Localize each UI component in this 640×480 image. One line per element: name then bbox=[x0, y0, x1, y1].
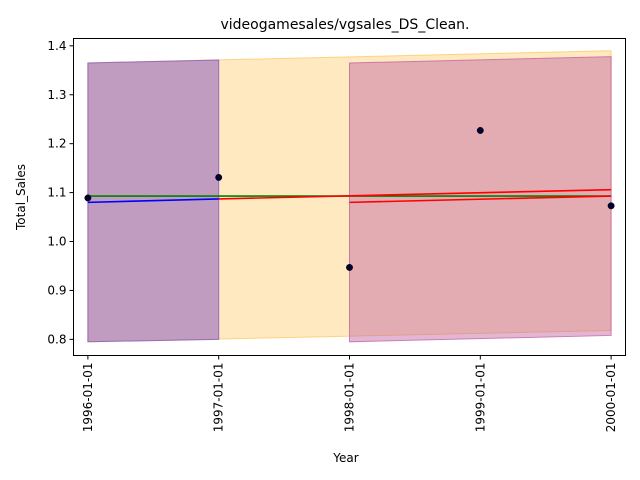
x-axis-label: Year bbox=[332, 451, 358, 465]
x-tick-label-2: 1998-01-01 bbox=[343, 363, 357, 433]
x-tick-label-4: 2000-01-01 bbox=[604, 363, 618, 433]
x-axis: 1996-01-01 1997-01-01 1998-01-01 1999-01-01… bbox=[81, 355, 618, 433]
data-point-3 bbox=[476, 127, 484, 134]
y-tick-label-5: 1.3 bbox=[47, 88, 66, 102]
data-point-0 bbox=[84, 194, 92, 202]
data-point-2 bbox=[346, 263, 353, 271]
chart-title: videogamesales/vgsales_DS_Clean. bbox=[220, 17, 469, 33]
y-tick-label-3: 1.1 bbox=[47, 186, 66, 200]
y-tick-label-6: 1.4 bbox=[47, 39, 66, 53]
y-tick-label-2: 1.0 bbox=[47, 235, 66, 249]
trend-line-2 bbox=[218, 188, 612, 200]
data-point-4 bbox=[607, 202, 615, 210]
plot-area bbox=[84, 50, 615, 343]
data-point-1 bbox=[215, 173, 223, 181]
x-tick-label-1: 1997-01-01 bbox=[212, 363, 226, 433]
trend-line-3 bbox=[349, 195, 612, 204]
y-axis-label: Total_Sales bbox=[14, 164, 28, 231]
y-axis: 0.8 0.9 1.0 1.1 1.2 1.3 1.4 bbox=[47, 39, 74, 346]
x-tick-label-3: 1999-01-01 bbox=[473, 363, 487, 433]
y-tick-label-1: 0.9 bbox=[47, 283, 66, 297]
x-tick-label-0: 1996-01-01 bbox=[81, 363, 95, 433]
trend-line-1 bbox=[87, 198, 219, 204]
y-tick-label-0: 0.8 bbox=[47, 332, 66, 346]
y-tick-label-4: 1.2 bbox=[47, 137, 66, 151]
